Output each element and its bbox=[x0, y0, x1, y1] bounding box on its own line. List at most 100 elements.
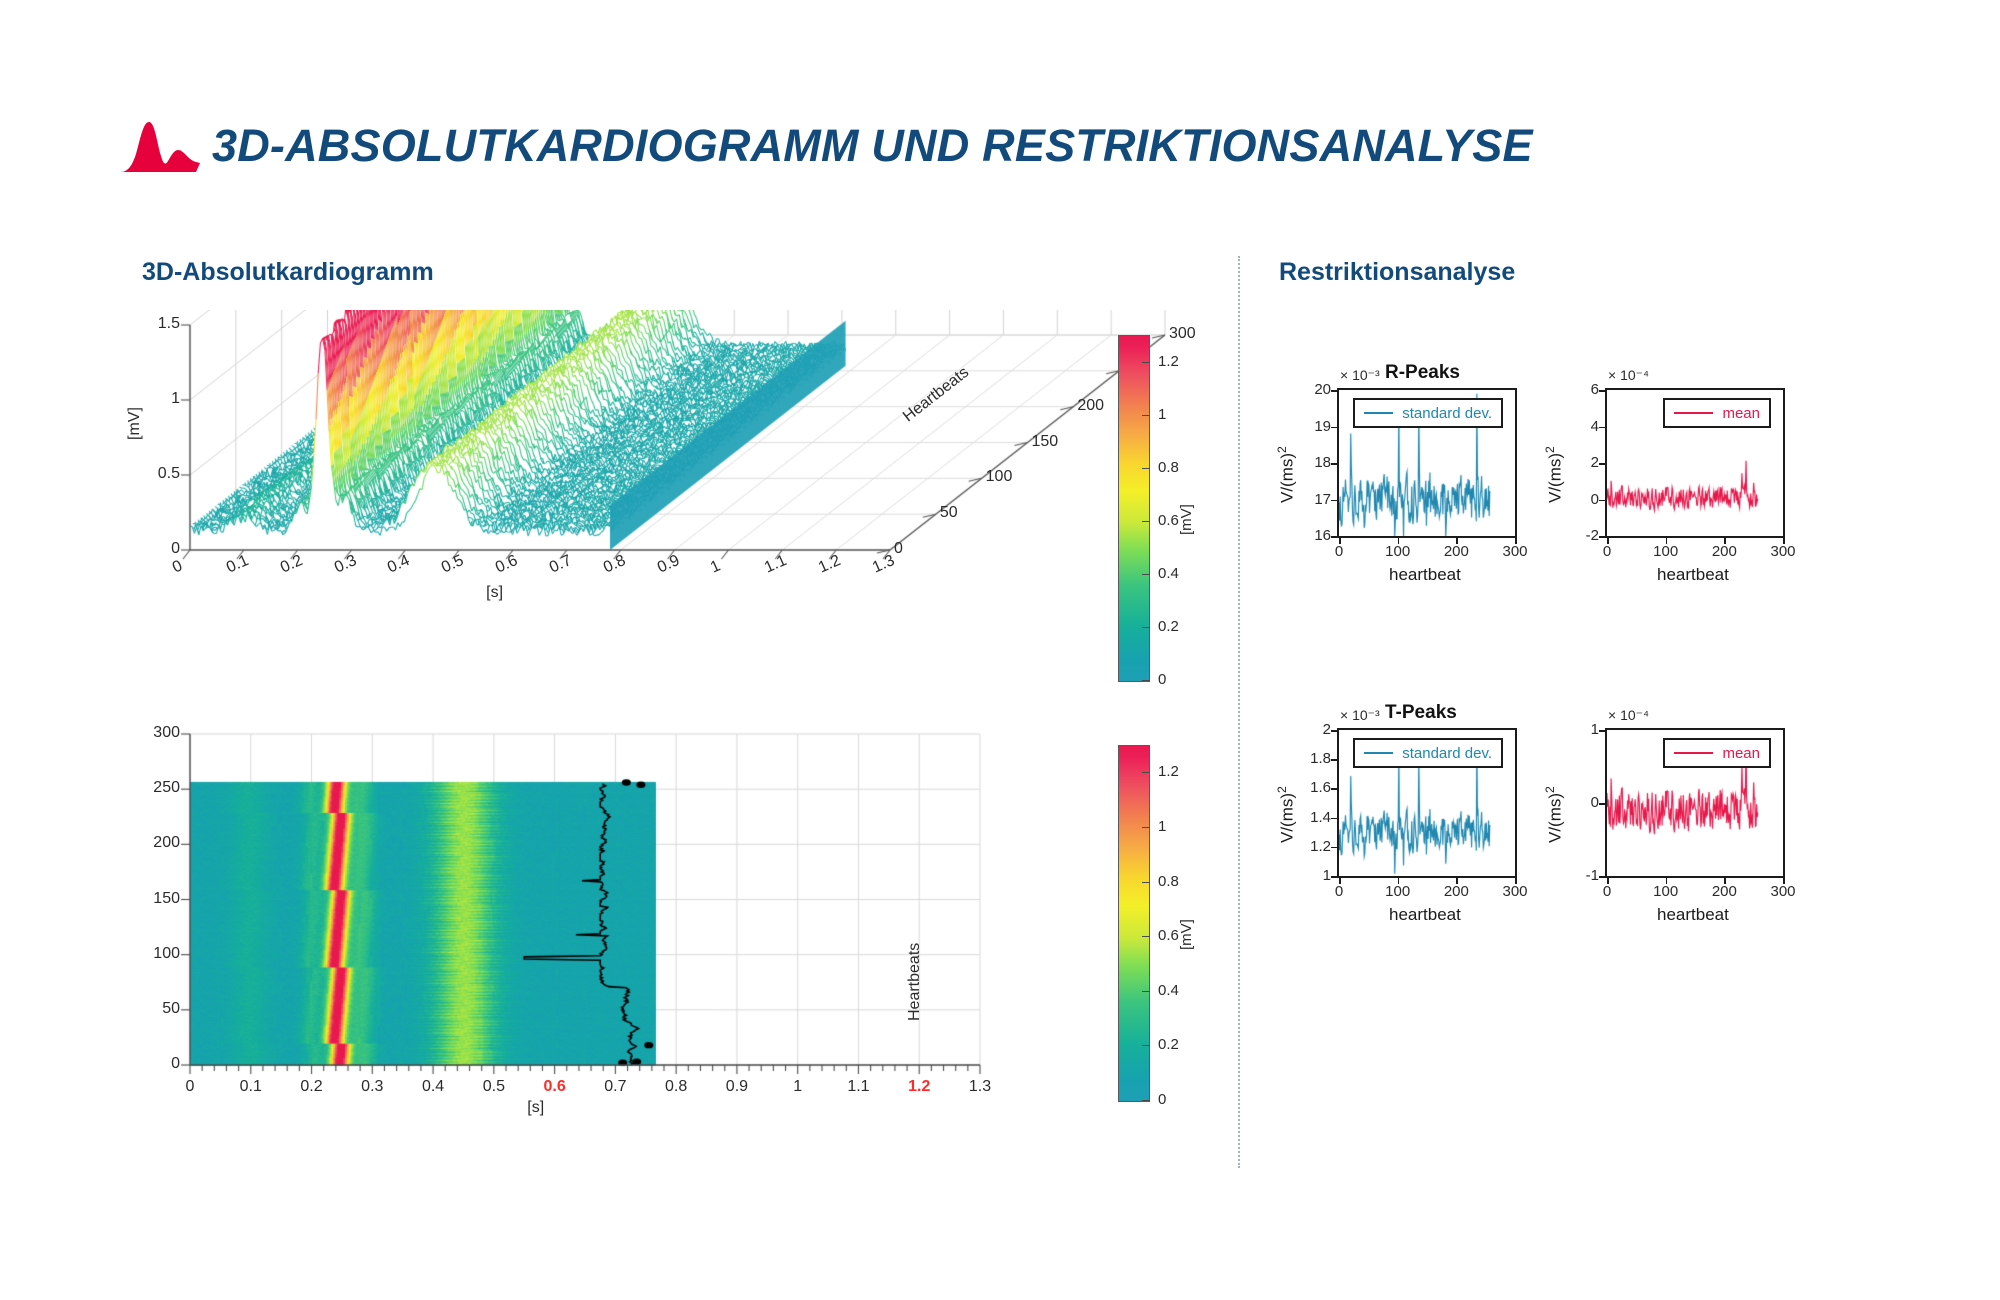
y-tick-mark bbox=[1331, 876, 1338, 878]
y-tick-mark bbox=[1599, 876, 1606, 878]
surface-mv-tick-label: 1.5 bbox=[157, 315, 180, 332]
y-tick-label: 2 bbox=[1322, 721, 1331, 738]
y-tick-label: 1 bbox=[1590, 721, 1599, 738]
heatmap-y-tick-label: 100 bbox=[153, 944, 180, 962]
colorbar-tick-label: 1 bbox=[1158, 817, 1167, 835]
x-axis-label: heartbeat bbox=[1389, 905, 1461, 924]
y-tick-label: 0 bbox=[1590, 794, 1599, 811]
legend-line-swatch bbox=[1674, 752, 1714, 754]
axis-exponent-label: × 10⁻⁴ bbox=[1608, 367, 1650, 383]
heatmap-x-tick-label: 0.5 bbox=[482, 1078, 505, 1095]
legend: standard dev. bbox=[1353, 738, 1503, 768]
chart-tpeaks-standard-dev: × 10⁻³ T-Peaks 1 1.2 1.4 1.6 1.8 2 0 100 200 300 hea… bbox=[1275, 700, 1535, 930]
x-tick-mark bbox=[1724, 877, 1726, 884]
surface-canvas bbox=[150, 310, 1230, 720]
y-tick-label: 1.4 bbox=[1310, 808, 1331, 826]
section-divider bbox=[1238, 256, 1240, 1168]
y-tick-label: 17 bbox=[1314, 490, 1331, 508]
colorbar-tick-mark bbox=[1142, 361, 1150, 363]
chart-tpeaks-mean: × 10⁻⁴ -1 0 1 0 100 200 300 heartbeat V/(ms)2 mean bbox=[1543, 700, 1803, 930]
colorbar-tick-label: 0.8 bbox=[1158, 872, 1179, 890]
x-tick-label: 200 bbox=[1443, 543, 1469, 560]
heatmap-x-tick-label: 0 bbox=[185, 1078, 195, 1095]
y-tick-mark bbox=[1331, 759, 1338, 761]
x-tick-label: 100 bbox=[1385, 883, 1411, 900]
legend-label: mean bbox=[1722, 744, 1760, 762]
heatmap-x-tick-label: 0.6 bbox=[543, 1078, 566, 1095]
legend: mean bbox=[1663, 398, 1771, 428]
y-tick-mark bbox=[1331, 536, 1338, 538]
heatmap-y-tick-label: 0 bbox=[171, 1055, 180, 1072]
x-tick-mark bbox=[1397, 537, 1400, 544]
colorbar-tick-mark bbox=[1142, 467, 1150, 469]
colorbar-gradient bbox=[1118, 335, 1150, 682]
y-tick-mark bbox=[1331, 788, 1338, 790]
x-tick-mark bbox=[1607, 537, 1609, 544]
surface-beats-tick-label: 200 bbox=[1077, 396, 1105, 414]
x-axis-label: heartbeat bbox=[1389, 565, 1461, 584]
legend: standard dev. bbox=[1353, 398, 1503, 428]
y-tick-label: 2 bbox=[1590, 454, 1599, 471]
x-axis-label: heartbeat bbox=[1657, 905, 1729, 924]
legend-label: standard dev. bbox=[1402, 744, 1492, 762]
heatmap-x-tick-label: 0.3 bbox=[361, 1078, 384, 1095]
x-tick-label: 100 bbox=[1653, 543, 1679, 560]
heatmap-x-tick-label: 0.9 bbox=[725, 1078, 749, 1095]
legend-line-swatch bbox=[1674, 412, 1714, 414]
y-axis-label: V/(ms)2 bbox=[1275, 786, 1297, 843]
heatmap-heartbeats-label: Heartbeats bbox=[905, 942, 923, 1021]
legend-label: mean bbox=[1722, 404, 1760, 422]
y-tick-mark bbox=[1599, 803, 1606, 805]
surface-beats-tick-label: 0 bbox=[894, 540, 903, 557]
colorbar-tick-label: 1.2 bbox=[1158, 352, 1179, 370]
y-tick-mark bbox=[1331, 426, 1338, 428]
heatmap-x-tick-label: 0.8 bbox=[665, 1078, 688, 1095]
heatmap-x-tick-label: 1.3 bbox=[968, 1078, 992, 1095]
x-tick-label: 300 bbox=[1770, 883, 1796, 900]
x-tick-label: 300 bbox=[1770, 543, 1796, 560]
y-tick-label: 18 bbox=[1314, 454, 1331, 471]
colorbar-tick-mark bbox=[1142, 573, 1150, 575]
surface-beats-tick-label: 150 bbox=[1031, 432, 1059, 450]
subplot-title: R-Peaks bbox=[1385, 362, 1460, 383]
surface-xaxis-label: [s] bbox=[486, 584, 504, 601]
y-tick-mark bbox=[1599, 730, 1606, 732]
surface-mv-tick-label: 0.5 bbox=[157, 465, 180, 482]
heatmap-y-tick-label: 200 bbox=[153, 834, 180, 852]
axis-exponent-label: × 10⁻⁴ bbox=[1608, 707, 1650, 723]
y-tick-label: 20 bbox=[1314, 381, 1331, 398]
x-tick-mark bbox=[1515, 877, 1517, 884]
heatmap-y-tick-label: 300 bbox=[153, 724, 180, 741]
heatmap-x-tick-label: 0.4 bbox=[421, 1078, 445, 1095]
y-tick-mark bbox=[1331, 730, 1338, 732]
heatmap-x-tick-label: 1 bbox=[793, 1078, 803, 1095]
surface-beats-tick-label: 100 bbox=[985, 468, 1013, 486]
colorbar-tick-label: 0.6 bbox=[1158, 511, 1179, 529]
heatmap-y-tick-label: 50 bbox=[162, 999, 180, 1017]
x-tick-label: 200 bbox=[1711, 883, 1737, 900]
y-tick-mark bbox=[1331, 817, 1338, 820]
y-tick-label: 19 bbox=[1314, 417, 1331, 435]
surface-mv-tick-label: 1 bbox=[171, 390, 180, 407]
chart-rpeaks-standard-dev: × 10⁻³ R-Peaks 16 17 18 19 20 0 100 200 300 heartbe… bbox=[1275, 360, 1535, 590]
y-tick-label: -2 bbox=[1585, 527, 1599, 544]
heatmap-xaxis-label: [s] bbox=[527, 1099, 545, 1116]
colorbar-tick-label: 0 bbox=[1158, 1091, 1167, 1108]
legend-line-swatch bbox=[1364, 752, 1394, 754]
y-tick-mark bbox=[1331, 846, 1338, 849]
colorbar-tick-mark bbox=[1142, 990, 1150, 992]
colorbar-tick-label: 0.6 bbox=[1158, 927, 1179, 945]
x-tick-mark bbox=[1783, 877, 1785, 884]
chart-heatmap-restriction: 0 0.1 0.2 0.3 0.4 0.5 0.6 0.7 0.8 0.9 1 1.1 1.2 1.3 0 5… bbox=[150, 720, 1230, 1140]
heatmap-x-tick-label: 1.1 bbox=[847, 1078, 870, 1095]
x-tick-label: 200 bbox=[1711, 543, 1737, 560]
x-tick-label: 0 bbox=[1602, 543, 1612, 560]
x-tick-label: 0 bbox=[1602, 883, 1612, 900]
chart-rpeaks-mean: × 10⁻⁴ -2 0 2 4 6 0 100 200 300 heartbeat V/(ms)2 me… bbox=[1543, 360, 1803, 590]
colorbar-tick-mark bbox=[1142, 772, 1150, 774]
colorbar-tick-label: 0.2 bbox=[1158, 1036, 1179, 1054]
heatmap-x-tick-label: 0.2 bbox=[300, 1078, 323, 1095]
x-tick-mark bbox=[1515, 537, 1517, 544]
x-tick-mark bbox=[1724, 537, 1726, 544]
x-tick-mark bbox=[1665, 877, 1668, 884]
